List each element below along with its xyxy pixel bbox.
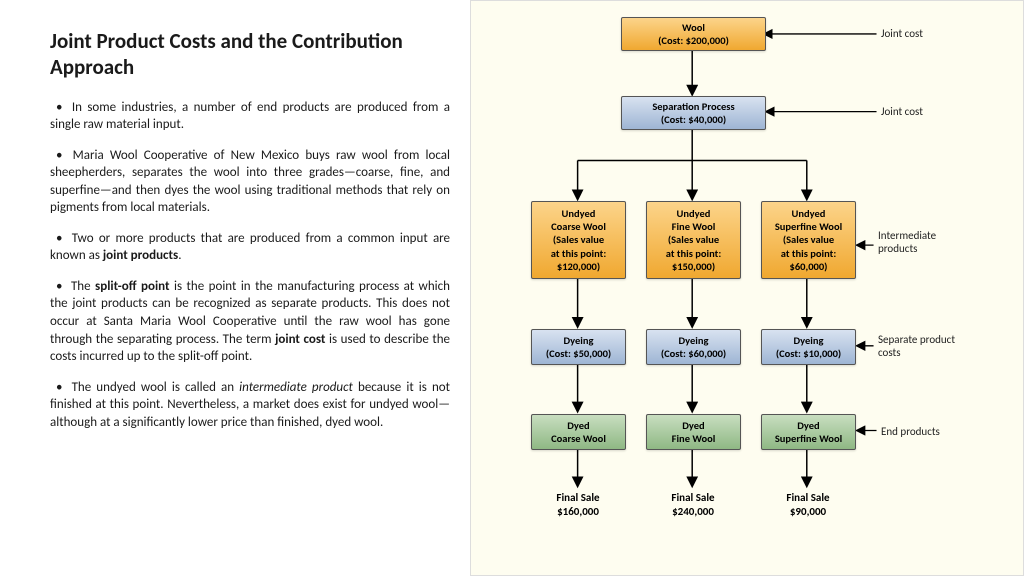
node-end-coarse: DyedCoarse Wool [531,414,626,450]
label-joint-cost-1: Joint cost [881,27,923,40]
node-wool: Wool (Cost: $200,000) [621,17,766,51]
final-sale-superfine: Final Sale$90,000 [763,491,853,520]
node-end-superfine: DyedSuperfine Wool [761,414,856,450]
bullet-4: The split-off point is the point in the … [50,278,450,366]
bullet-1: In some industries, a number of end prod… [50,99,450,134]
node-end-fine: DyedFine Wool [646,414,741,450]
bullet-5: The undyed wool is called an intermediat… [50,379,450,432]
text-column: Joint Product Costs and the Contribution… [0,0,470,576]
label-separate-costs: Separate product costs [878,333,978,359]
label-joint-cost-2: Joint cost [881,105,923,118]
node-dye-coarse: Dyeing(Cost: $50,000) [531,329,626,365]
connector-lines [471,1,1023,575]
final-sale-fine: Final Sale$240,000 [648,491,738,520]
node-separation: Separation Process (Cost: $40,000) [621,96,766,130]
node-undyed-fine: UndyedFine Wool(Sales valueat this point… [646,201,741,279]
label-intermediate: Intermediate products [878,229,958,255]
label-end-products: End products [881,425,940,438]
node-dye-superfine: Dyeing(Cost: $10,000) [761,329,856,365]
bullet-3: Two or more products that are produced f… [50,230,450,265]
flowchart-panel: Wool (Cost: $200,000) Separation Process… [470,0,1024,576]
node-undyed-superfine: UndyedSuperfine Wool(Sales valueat this … [761,201,856,279]
bullet-2: Maria Wool Cooperative of New Mexico buy… [50,147,450,217]
final-sale-coarse: Final Sale$160,000 [533,491,623,520]
page-title: Joint Product Costs and the Contribution… [50,28,450,81]
node-undyed-coarse: UndyedCoarse Wool(Sales valueat this poi… [531,201,626,279]
node-dye-fine: Dyeing(Cost: $60,000) [646,329,741,365]
